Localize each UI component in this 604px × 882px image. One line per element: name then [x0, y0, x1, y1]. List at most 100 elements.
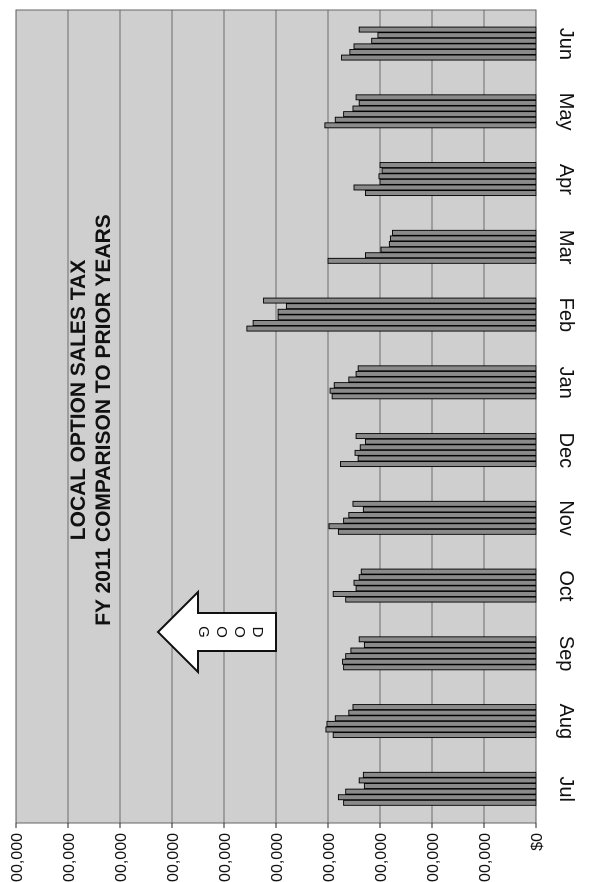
bar: [358, 574, 537, 581]
bar: [328, 523, 537, 530]
bar: [332, 591, 537, 597]
bar: [355, 94, 537, 101]
bar: [325, 726, 537, 733]
category-label: May: [555, 93, 577, 131]
bar: [353, 43, 537, 50]
category-label: Jul: [555, 776, 577, 802]
category-labels: Jul Aug Sep Oct Nov Dec Jan Feb Mar Apr May Jun: [555, 28, 577, 802]
bar: [352, 704, 537, 711]
bar: [362, 506, 537, 513]
bar: [332, 732, 537, 739]
bar: [350, 647, 537, 654]
bar: [341, 54, 537, 61]
bar: [246, 325, 537, 332]
bar: [343, 517, 537, 524]
bar: [352, 500, 537, 507]
bar: [345, 788, 537, 795]
tick-label: $3,500,000: [165, 833, 182, 882]
category-label: Dec: [555, 433, 577, 469]
bar: [343, 664, 537, 671]
category-label: Oct: [555, 570, 577, 602]
tick-label: $1,000,000: [425, 833, 442, 882]
category-label: Feb: [555, 298, 577, 332]
arrow-letter: O: [231, 626, 248, 638]
title-line-1: LOCAL OPTION SALES TAX: [67, 260, 90, 540]
good-arrow-shape: [156, 589, 277, 675]
bar: [380, 246, 537, 253]
bar: [345, 596, 537, 603]
bar: [358, 26, 537, 33]
bar: [353, 579, 537, 586]
category-label: Apr: [555, 164, 577, 195]
tick-label: $3,000,000: [217, 833, 234, 882]
bar: [334, 715, 537, 722]
bar: [324, 122, 537, 129]
bar: [352, 105, 537, 112]
bar: [362, 771, 537, 778]
category-label: Jun: [555, 28, 577, 60]
bar: [337, 794, 537, 801]
arrow-letter: D: [249, 627, 266, 638]
arrow-letter: G: [195, 626, 212, 638]
bar: [345, 653, 537, 660]
tick-label: $2,000,000: [321, 833, 338, 882]
category-label: Nov: [555, 500, 577, 536]
bar: [333, 382, 537, 389]
gridlines: [15, 10, 537, 828]
bar: [263, 297, 537, 304]
bar: [343, 111, 537, 118]
bar: [359, 444, 537, 451]
tick-label: $4,000,000: [113, 833, 130, 882]
tick-label: $4,500,000: [61, 833, 78, 882]
category-label: Mar: [555, 230, 577, 265]
bar: [353, 184, 537, 191]
bar: [358, 99, 537, 106]
bar: [379, 178, 537, 185]
bar: [355, 433, 537, 440]
bar: [358, 636, 537, 643]
bar: [358, 777, 537, 784]
category-label: Sep: [555, 636, 577, 672]
tick-labels: $0 $500,000 $1,000,000 $1,500,000 $2,000,000…: [9, 833, 546, 882]
bar: [377, 32, 537, 39]
bar: [334, 116, 537, 123]
tick-label: $500,000: [477, 833, 494, 882]
bar: [349, 49, 537, 55]
bar: [343, 799, 537, 806]
bar: [337, 528, 537, 535]
bar: [348, 512, 537, 518]
bar: [388, 241, 537, 247]
bar: [252, 320, 537, 326]
bar: [277, 308, 537, 315]
bar: [371, 37, 537, 44]
bar: [285, 303, 537, 310]
bar: [348, 709, 537, 716]
bar: [392, 229, 537, 236]
bar: [363, 641, 537, 648]
bar: [354, 449, 537, 456]
bar: [381, 167, 537, 174]
bar: [355, 370, 537, 377]
bar: [355, 585, 537, 592]
bar: [364, 438, 537, 445]
bar: [378, 173, 537, 180]
chart-title: LOCAL OPTION SALES TAX FY 2011 COMPARISO…: [67, 214, 115, 626]
title-line-2: FY 2011 COMPARISON TO PRIOR YEARS: [92, 214, 115, 626]
bar: [348, 376, 537, 383]
bar: [357, 365, 537, 372]
bar: [327, 257, 537, 264]
category-label: Jan: [555, 367, 577, 399]
tick-label: $5,000,000: [9, 833, 26, 882]
tick-label: $0: [529, 833, 546, 851]
category-label: Aug: [555, 704, 577, 740]
bar: [389, 235, 537, 242]
bar: [360, 568, 537, 575]
bar: [329, 387, 537, 394]
bars: [246, 26, 537, 806]
bar: [342, 658, 537, 665]
bar: [357, 455, 537, 462]
bar: [277, 314, 537, 321]
bar: [331, 393, 537, 400]
